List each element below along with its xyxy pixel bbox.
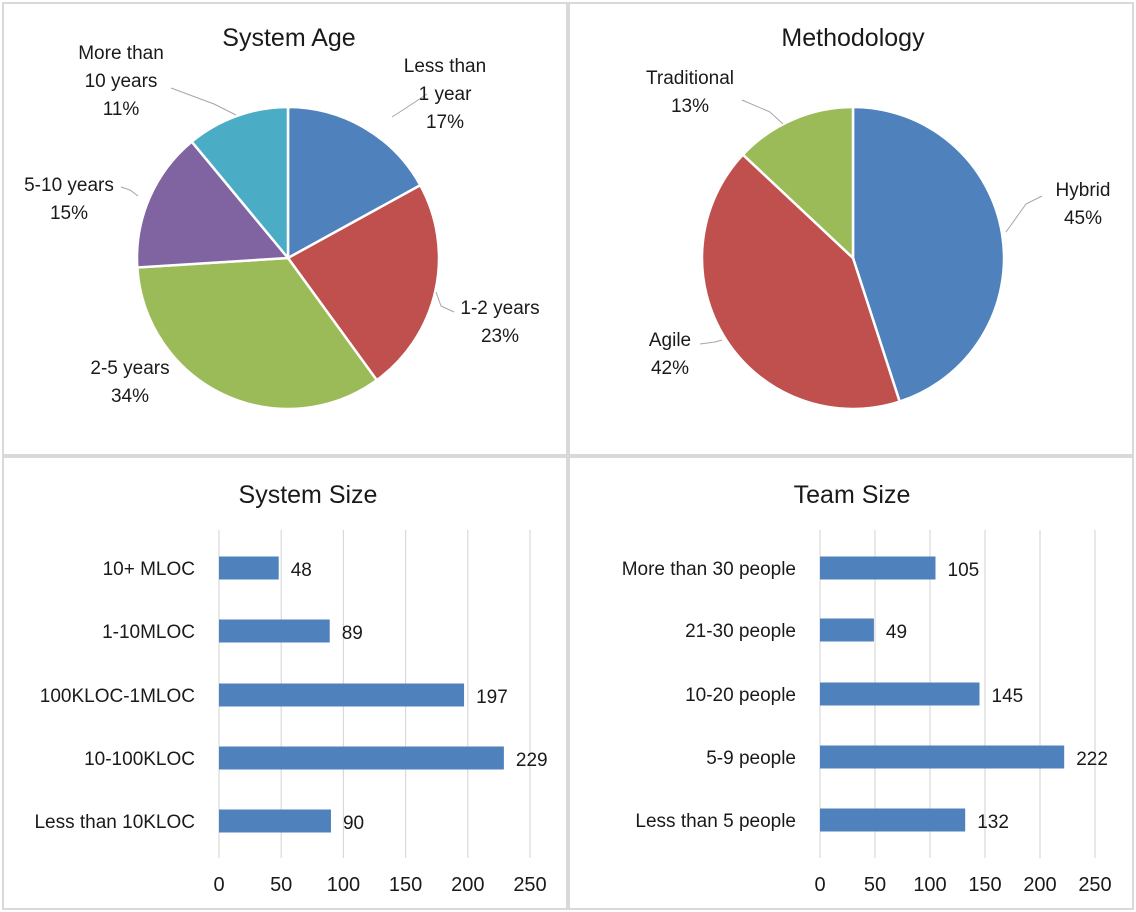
bar (219, 809, 331, 833)
bar-value-label: 89 (342, 623, 363, 644)
pie-slices (700, 105, 1006, 411)
bar (820, 745, 1065, 769)
chart-panel-team-size: Team Size 0 50 100 150 200 250 More than 30 pe… (568, 456, 1134, 910)
bar-value-label: 90 (343, 813, 364, 834)
chart-title: Methodology (781, 24, 925, 52)
pie-slice (189, 105, 290, 262)
category-label: 5-9 people (706, 748, 796, 769)
x-tick-label: 150 (389, 874, 422, 896)
category-label: 10+ MLOC (103, 559, 195, 580)
slice-percent-label: 13% (671, 96, 709, 117)
bar (820, 556, 936, 580)
pie-slice (700, 152, 902, 411)
methodology-pie-chart: Methodology Hybrid 45% Agile 42% Traditional… (646, 24, 1111, 411)
slice-label: More than (78, 43, 164, 64)
bar (820, 682, 980, 706)
slice-label: 2-5 years (90, 358, 169, 379)
x-tick-label: 0 (814, 874, 825, 896)
category-label: Less than 10KLOC (34, 812, 195, 833)
bar (219, 556, 279, 580)
bar (820, 618, 874, 642)
slice-label: 1-2 years (460, 298, 539, 319)
system-size-bar-chart: System Size 0 50 100 150 200 250 10+ MLOC 48 1-1… (34, 481, 548, 896)
chart-panel-system-age: System Age Less than 1 year 17% 1-2 years 23… (2, 2, 568, 456)
bar-value-label: 197 (476, 687, 508, 708)
leader-line (435, 291, 455, 313)
bar-value-label: 132 (977, 812, 1009, 833)
x-tick-label: 50 (864, 874, 886, 896)
leader-line (699, 339, 723, 345)
bar (219, 619, 330, 643)
leader-line (120, 186, 139, 197)
x-tick-label: 50 (270, 874, 292, 896)
slice-label: 10 years (85, 71, 158, 92)
slice-label: Less than (404, 56, 486, 77)
leader-line (391, 93, 428, 118)
category-label: 10-20 people (685, 685, 796, 706)
slice-percent-label: 11% (103, 99, 140, 120)
pie-slice (286, 105, 423, 261)
slice-label: Hybrid (1056, 180, 1111, 201)
pie-slice (286, 183, 441, 382)
slice-label: 5-10 years (24, 175, 114, 196)
category-label: 1-10MLOC (102, 622, 195, 643)
bar (219, 683, 465, 707)
x-tick-label: 0 (213, 874, 224, 896)
chart-panel-methodology: Methodology Hybrid 45% Agile 42% Traditional… (568, 2, 1134, 456)
bar-value-label: 229 (516, 750, 548, 771)
category-label: More than 30 people (622, 559, 796, 580)
slice-percent-label: 34% (111, 386, 149, 407)
leader-line (741, 99, 784, 125)
team-size-bar-chart: Team Size 0 50 100 150 200 250 More than 30 pe… (622, 481, 1112, 896)
x-tick-label: 250 (1078, 874, 1111, 896)
bar-value-label: 48 (291, 560, 312, 581)
pie-slice (135, 256, 379, 411)
category-label: 21-30 people (685, 621, 796, 642)
slice-percent-label: 23% (481, 326, 519, 347)
bar (820, 808, 966, 832)
x-tick-label: 200 (1023, 874, 1056, 896)
pie-slice (135, 139, 291, 269)
pie-slices (135, 105, 441, 411)
chart-title: System Age (222, 24, 355, 52)
x-tick-label: 100 (327, 874, 360, 896)
slice-label: 1 year (419, 84, 472, 105)
leader-line (170, 87, 237, 116)
x-tick-label: 150 (968, 874, 1001, 896)
chart-title: Team Size (794, 481, 911, 509)
slice-percent-label: 17% (426, 112, 464, 133)
pie-slice (741, 105, 855, 261)
bar-value-label: 222 (1076, 749, 1108, 770)
bar-value-label: 49 (886, 622, 907, 643)
category-label: Less than 5 people (635, 811, 796, 832)
slice-label: Traditional (646, 68, 734, 89)
category-label: 10-100KLOC (84, 749, 195, 770)
x-tick-label: 250 (513, 874, 546, 896)
leader-line (1005, 195, 1043, 233)
x-tick-label: 100 (913, 874, 946, 896)
pie-slice (851, 105, 1006, 404)
bar-value-label: 145 (992, 686, 1024, 707)
bar-value-label: 105 (948, 560, 980, 581)
slice-percent-label: 45% (1064, 208, 1102, 229)
chart-title: System Size (239, 481, 378, 509)
system-age-pie-chart: System Age Less than 1 year 17% 1-2 years 23… (24, 24, 540, 411)
bar (219, 746, 504, 770)
chart-panel-system-size: System Size 0 50 100 150 200 250 10+ MLOC 48 1-1… (2, 456, 568, 910)
category-label: 100KLOC-1MLOC (40, 686, 195, 707)
slice-percent-label: 15% (50, 203, 88, 224)
x-tick-label: 200 (451, 874, 484, 896)
slice-label: Agile (649, 330, 691, 351)
slice-percent-label: 42% (651, 358, 689, 379)
